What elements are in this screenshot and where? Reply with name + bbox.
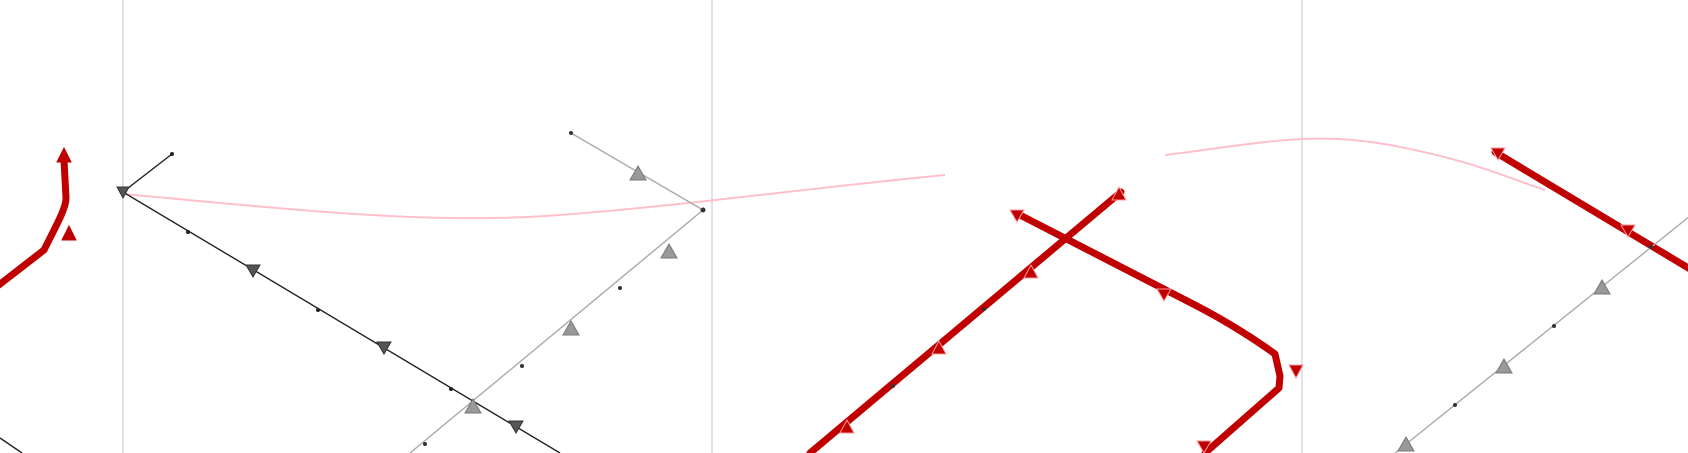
route-node — [316, 308, 320, 312]
stop-marker-down — [116, 186, 130, 200]
stop-marker-up — [1023, 263, 1039, 279]
stop-marker-down — [1009, 209, 1025, 223]
route-node — [520, 364, 524, 368]
gray-route-right — [1394, 216, 1688, 453]
route-node — [982, 307, 986, 311]
route-node — [1453, 403, 1457, 407]
gray-route — [409, 132, 705, 453]
gray-route-markers — [464, 164, 678, 414]
route-node — [170, 152, 174, 156]
stop-marker-up — [1397, 435, 1415, 452]
stop-marker-up — [931, 339, 947, 355]
route-node — [569, 131, 573, 135]
stop-marker-up — [61, 224, 77, 241]
red-route-left-markers — [56, 146, 77, 241]
red-route-center — [806, 188, 1284, 453]
route-node — [186, 230, 190, 234]
route-node — [1552, 324, 1556, 328]
stop-marker-down — [508, 420, 524, 434]
route-node — [891, 384, 895, 388]
black-route-markers — [116, 186, 524, 434]
red-route-center-markers — [839, 185, 1304, 453]
stop-marker-up — [56, 146, 72, 163]
red-route-right — [1491, 148, 1688, 272]
route-node — [618, 286, 622, 290]
red-route-right-markers — [1490, 147, 1636, 238]
pink-route — [122, 174, 946, 220]
stop-marker-down — [1156, 288, 1172, 302]
red-route-center-nodes — [891, 307, 986, 388]
stop-marker-down — [376, 341, 392, 355]
gray-route-right-nodes — [1453, 245, 1653, 407]
stop-marker-down — [245, 264, 261, 278]
gray-route-nodes — [423, 131, 706, 446]
stop-marker-up — [562, 319, 580, 336]
stop-marker-up — [839, 418, 855, 434]
stop-marker-up — [629, 164, 647, 181]
red-route-left — [0, 156, 70, 289]
pink-route — [1164, 137, 1546, 191]
stop-marker-down — [1620, 224, 1636, 238]
grid-lines — [122, 0, 1303, 453]
stop-marker-down — [1288, 364, 1304, 380]
route-node — [700, 207, 706, 213]
stop-marker-down — [1490, 147, 1506, 161]
black-route-nodes — [170, 152, 453, 391]
stop-marker-up — [464, 397, 482, 414]
gray-route-right-markers — [1397, 278, 1611, 452]
stop-marker-up — [1111, 185, 1127, 201]
stop-marker-down — [1196, 440, 1212, 453]
route-node — [423, 442, 427, 446]
pink-routes — [122, 137, 1546, 220]
stop-marker-up — [1593, 278, 1611, 295]
stop-marker-up — [660, 242, 678, 259]
stop-marker-up — [1495, 357, 1513, 374]
route-node — [449, 387, 453, 391]
route-node — [1649, 245, 1653, 249]
